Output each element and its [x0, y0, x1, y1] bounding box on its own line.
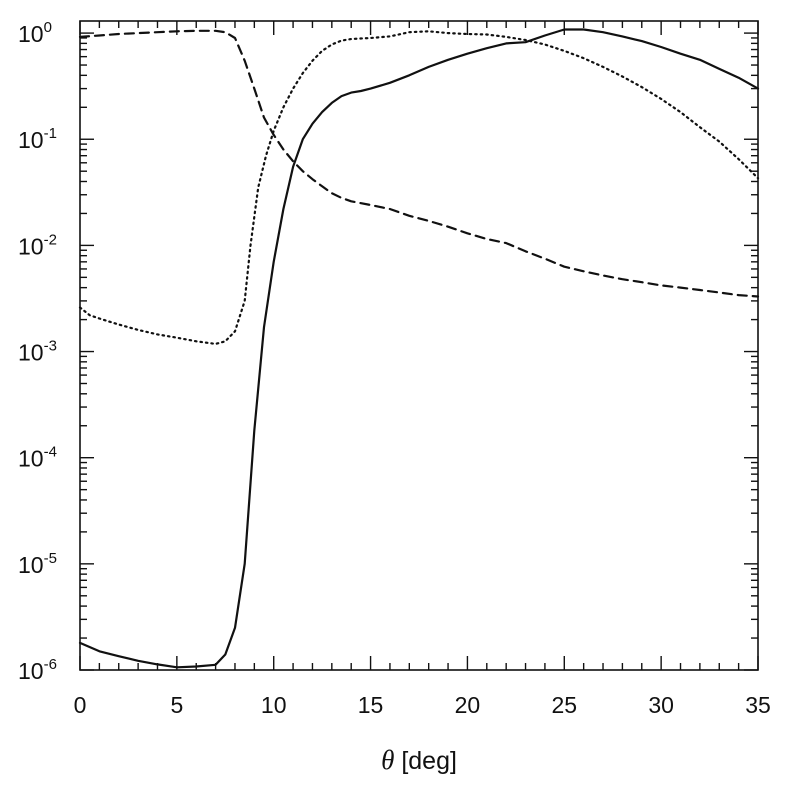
- y-tick-base: 10: [18, 340, 44, 366]
- y-tick-exponent: -4: [44, 444, 57, 461]
- theta-symbol: θ: [381, 745, 394, 775]
- y-tick-base: 10: [18, 21, 44, 47]
- x-tick-label: 0: [74, 692, 87, 718]
- y-tick-base: 10: [18, 127, 44, 153]
- y-tick-base: 10: [18, 552, 44, 578]
- series-layer: [78, 28, 760, 669]
- y-tick-label: 10-1: [18, 125, 57, 153]
- y-tick-exponent: 0: [44, 19, 52, 36]
- x-tick-label: 25: [551, 692, 577, 718]
- x-tick-label: 15: [358, 692, 384, 718]
- x-axis: 0 5 10 15 20 25 30 35: [74, 21, 771, 718]
- series-solid-line: [78, 28, 760, 669]
- y-tick-label: 10-3: [18, 338, 57, 366]
- x-axis-unit: [deg]: [401, 747, 457, 775]
- x-axis-label: θ [deg]: [381, 745, 457, 775]
- y-tick-label: 100: [18, 19, 52, 47]
- y-tick-exponent: -3: [44, 338, 57, 355]
- x-tick-label: 30: [648, 692, 674, 718]
- y-tick-exponent: -6: [44, 656, 57, 673]
- y-tick-label: 10-6: [18, 656, 57, 684]
- y-tick-exponent: -1: [44, 125, 57, 142]
- x-tick-label: 20: [455, 692, 481, 718]
- x-tick-label: 35: [745, 692, 771, 718]
- x-tick-label: 5: [170, 692, 183, 718]
- y-tick-label: 10-4: [18, 444, 57, 472]
- y-tick-base: 10: [18, 658, 44, 684]
- y-tick-base: 10: [18, 233, 44, 259]
- y-tick-label: 10-5: [18, 550, 57, 578]
- plot-frame: [79, 20, 759, 671]
- y-tick-label: 10-2: [18, 231, 57, 259]
- y-tick-base: 10: [18, 446, 44, 472]
- series-dashed-line: [78, 29, 760, 298]
- x-tick-label: 10: [261, 692, 287, 718]
- y-tick-exponent: -5: [44, 550, 57, 567]
- series-dotted-line: [78, 30, 760, 345]
- y-tick-exponent: -2: [44, 231, 57, 248]
- plot-border: [79, 20, 759, 671]
